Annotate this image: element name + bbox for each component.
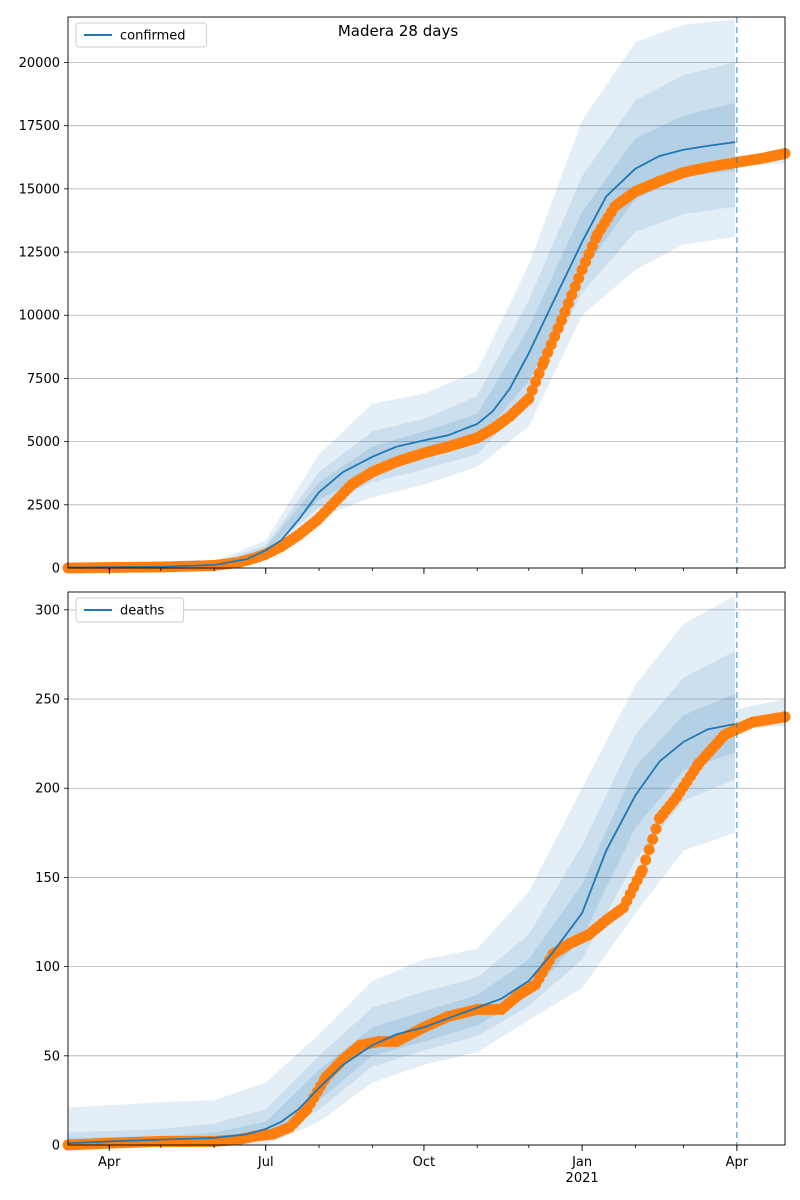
- legend-box: [75, 597, 185, 623]
- y-tick-label: 300: [35, 603, 60, 618]
- y-tick-label: 150: [35, 871, 60, 886]
- band-inner: [68, 693, 736, 1145]
- figure-title: Madera 28 days: [338, 22, 458, 40]
- observed-point: [647, 833, 659, 845]
- y-tick-label: 250: [35, 693, 60, 708]
- observed-point: [562, 297, 574, 309]
- x-tick-sublabel: 2021: [566, 1171, 599, 1186]
- y-tick-label: 17500: [19, 119, 60, 134]
- x-tick-label: Oct: [413, 1155, 435, 1170]
- axes-frame: [67, 16, 786, 569]
- legend-box: [75, 22, 207, 48]
- observed-point: [523, 393, 535, 405]
- x-tick-label: Apr: [98, 1155, 121, 1170]
- model-line: [67, 141, 736, 569]
- y-tick-label: 0: [52, 562, 60, 577]
- axes-frame: [67, 591, 786, 1146]
- y-tick-label: 200: [35, 782, 60, 797]
- legend: confirmed: [75, 22, 207, 48]
- band-middle: [68, 650, 736, 1145]
- legend-label: deaths: [120, 604, 165, 619]
- observed-point: [526, 384, 538, 396]
- legend: deaths: [75, 597, 185, 623]
- band-inner: [68, 102, 736, 568]
- y-tick-label: 50: [43, 1049, 60, 1064]
- observed-point: [640, 854, 652, 866]
- y-tick-label: 15000: [19, 182, 60, 197]
- x-tick-label: Jan: [571, 1155, 592, 1170]
- observed-point: [573, 272, 585, 284]
- model-line: [67, 723, 736, 1145]
- legend-label: confirmed: [120, 29, 186, 44]
- y-tick-label: 5000: [27, 435, 60, 450]
- y-tick-label: 100: [35, 960, 60, 975]
- observed-point: [559, 306, 571, 318]
- y-tick-label: 10000: [19, 309, 60, 324]
- observed-point: [636, 864, 648, 876]
- observed-point: [555, 314, 567, 326]
- y-tick-label: 7500: [27, 372, 60, 387]
- x-tick-label: Jul: [257, 1155, 274, 1170]
- y-tick-label: 0: [52, 1139, 60, 1154]
- y-tick-label: 12500: [19, 246, 60, 261]
- confirmed-panel: 0 2500 5000 7500 10000 12500 15000 17500 20000 co…: [19, 16, 791, 577]
- observed-point: [569, 281, 581, 293]
- observed-point: [533, 367, 545, 379]
- observed-point: [566, 289, 578, 301]
- band-outer: [68, 595, 736, 1145]
- observed-point: [650, 823, 662, 835]
- observed-point: [643, 844, 655, 856]
- x-tick-label: Apr: [726, 1155, 749, 1170]
- band-middle: [68, 62, 736, 568]
- y-tick-label: 20000: [19, 56, 60, 71]
- y-tick-label: 2500: [27, 498, 60, 513]
- observed-point: [530, 376, 542, 388]
